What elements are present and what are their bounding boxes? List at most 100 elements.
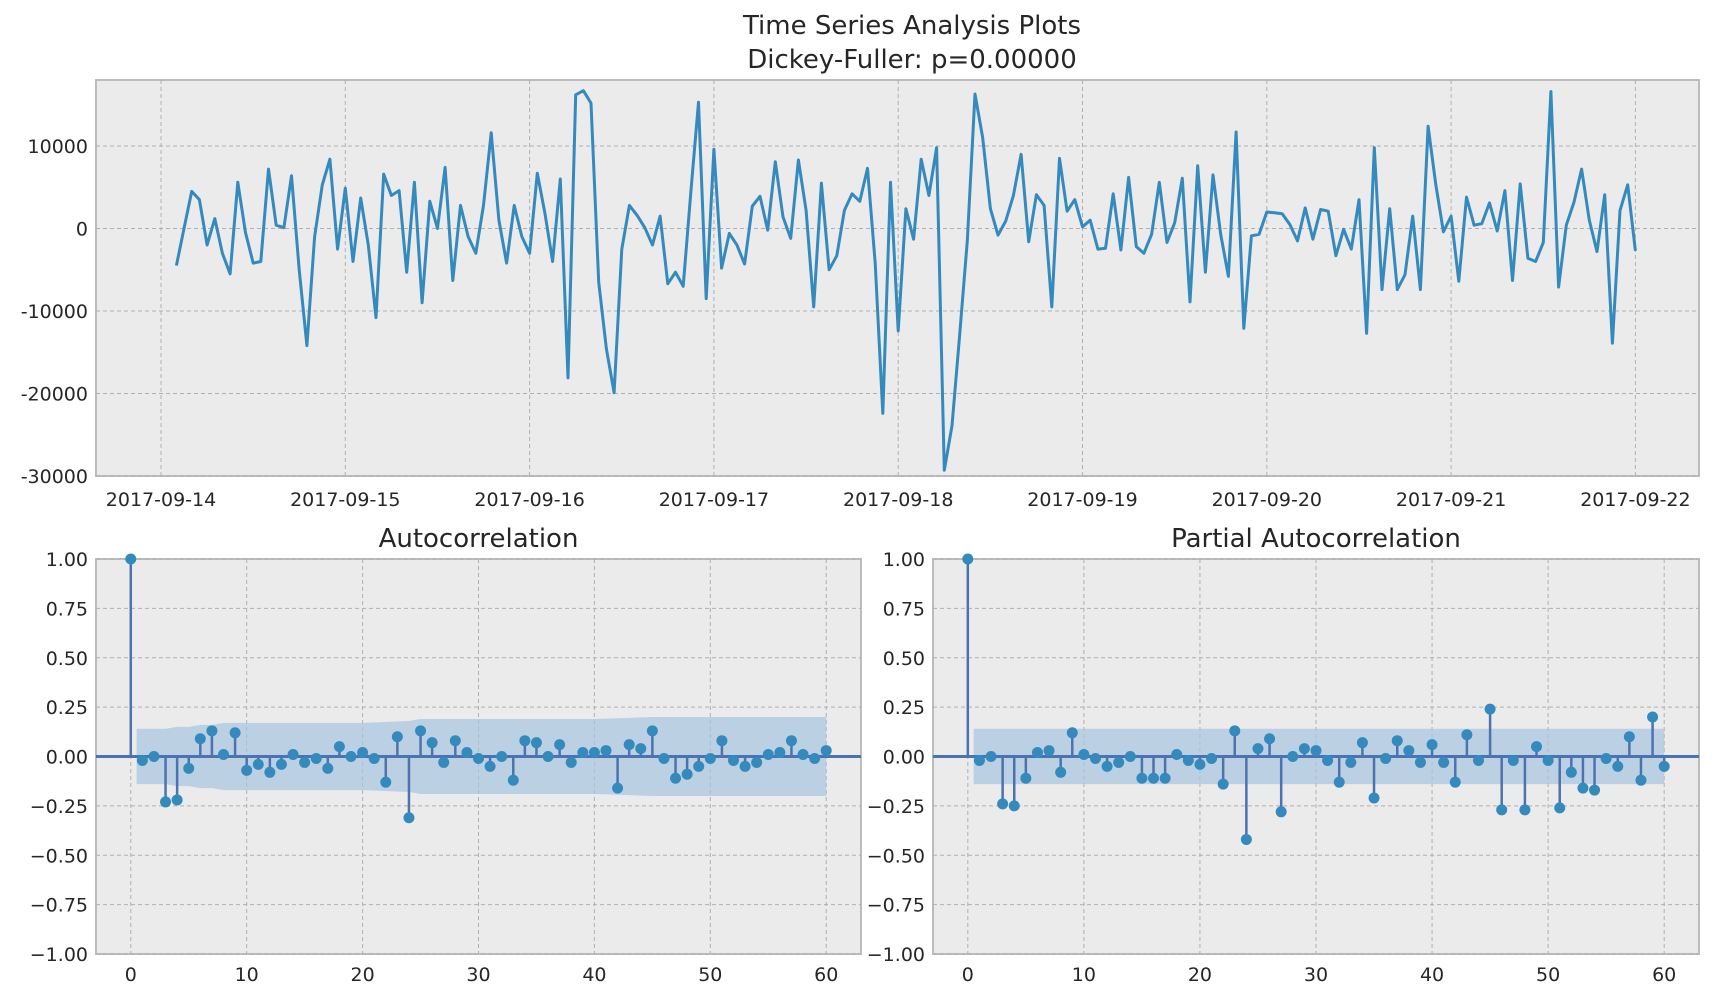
acf-point [252, 758, 264, 770]
pacf-point [1507, 754, 1519, 766]
pacf-point [1194, 758, 1206, 770]
pacf-point [1345, 756, 1357, 768]
acf-point [507, 774, 519, 786]
pacf-point [985, 751, 997, 762]
pacf-point [1531, 741, 1543, 753]
pacf-y-tick-label: 0.25 [883, 697, 925, 719]
time-series-panel: 2017-09-14 2017-09-15 2017-09-16 2017-09-17… [21, 79, 1700, 511]
acf-x-tick-label: 0 [125, 964, 137, 986]
pacf-point [1275, 806, 1287, 818]
acf-point [484, 760, 496, 772]
pacf-point [1519, 804, 1531, 816]
pacf-point [1101, 760, 1113, 772]
acf-point [345, 751, 357, 762]
pacf-point [1449, 776, 1461, 788]
pacf-x-tick-label: 0 [962, 964, 974, 986]
acf-point [704, 752, 716, 764]
ts-x-tick-label: 2017-09-17 [659, 489, 769, 511]
pacf-point [1240, 833, 1252, 845]
acf-point [588, 747, 600, 759]
acf-point [646, 725, 658, 737]
pacf-x-tick-label: 20 [1188, 964, 1212, 986]
pacf-point [1623, 731, 1635, 743]
acf-point [577, 747, 589, 759]
pacf-point [1020, 772, 1032, 784]
acf-y-tick-label: −0.50 [30, 845, 88, 867]
ts-x-tick-label: 2017-09-22 [1580, 489, 1690, 511]
pacf-point [1182, 754, 1194, 766]
acf-point [554, 739, 566, 751]
pacf-point [1635, 774, 1647, 786]
acf-point [415, 725, 427, 737]
acf-point [368, 752, 380, 764]
acf-point [136, 754, 148, 766]
pacf-panel: 0 10 20 30 40 50 60 −1.00 −0.75 −0.50 −0.25 0.00 0.2… [867, 524, 1700, 986]
pacf-point [1542, 754, 1554, 766]
pacf-y-tick-label: 0.50 [883, 648, 925, 670]
pacf-y-tick-label: 1.00 [883, 549, 925, 571]
pacf-point [1171, 749, 1183, 761]
ts-y-tick-label: -10000 [21, 301, 88, 323]
acf-point [299, 756, 311, 768]
pacf-point [1461, 729, 1473, 741]
ts-y-tick-label: 0 [76, 219, 88, 241]
acf-x-tick-label: 20 [350, 964, 374, 986]
pacf-point [1043, 745, 1055, 757]
acf-point [797, 749, 809, 761]
acf-point [751, 756, 763, 768]
acf-y-tick-label: 0.00 [46, 747, 88, 769]
pacf-point [1310, 745, 1322, 757]
acf-y-tick-label: 0.25 [46, 697, 88, 719]
pacf-y-tick-label: −1.00 [867, 944, 925, 966]
pacf-point [1136, 772, 1148, 784]
ts-x-tick-label: 2017-09-14 [106, 489, 216, 511]
acf-point [287, 749, 299, 761]
acf-point [670, 772, 682, 784]
acf-point [426, 737, 438, 749]
acf-x-tick-label: 50 [698, 964, 722, 986]
pacf-point [1008, 800, 1020, 812]
pacf-point [1206, 752, 1218, 764]
pacf-point [1612, 760, 1624, 772]
acf-point [183, 762, 195, 774]
pacf-point [1403, 745, 1415, 757]
pacf-point [1554, 802, 1566, 814]
acf-point [785, 735, 797, 747]
pacf-point [1391, 735, 1403, 747]
acf-point [565, 756, 577, 768]
acf-point [635, 743, 647, 755]
acf-y-tick-label: −0.25 [30, 796, 88, 818]
pacf-y-tick-label: −0.75 [867, 895, 925, 917]
acf-y-tick-label: −1.00 [30, 944, 88, 966]
acf-point [519, 735, 531, 747]
acf-point [716, 735, 728, 747]
acf-point [241, 764, 253, 776]
pacf-x-tick-label: 30 [1304, 964, 1328, 986]
pacf-point [973, 754, 985, 766]
ts-y-tick-label: -30000 [21, 466, 88, 488]
acf-point [322, 762, 334, 774]
acf-point [728, 754, 739, 766]
pacf-point [962, 553, 974, 565]
pacf-y-tick-label: 0.00 [883, 747, 925, 769]
acf-point [461, 747, 473, 759]
acf-point [438, 756, 450, 768]
pacf-point [1229, 725, 1241, 737]
acf-y-tick-label: −0.75 [30, 895, 88, 917]
ts-series-line [174, 89, 1637, 472]
pacf-point [1159, 772, 1171, 784]
acf-point [449, 735, 461, 747]
acf-panel: 0 10 20 30 40 50 60 −1.00 −0.75 −0.50 −0.25 0.00 0.2… [30, 524, 862, 986]
ts-y-tick-label: -20000 [21, 384, 88, 406]
acf-x-tick-label: 40 [582, 964, 606, 986]
acf-y-tick-label: 0.75 [46, 598, 88, 620]
acf-point [218, 749, 229, 761]
acf-point [403, 812, 415, 824]
ts-y-tick-label: 10000 [28, 136, 88, 158]
ts-x-tick-label: 2017-09-16 [474, 489, 584, 511]
acf-point [542, 751, 554, 762]
pacf-point [997, 798, 1009, 810]
pacf-point [1426, 739, 1438, 751]
pacf-point [1217, 778, 1229, 790]
pacf-point [1287, 751, 1299, 762]
